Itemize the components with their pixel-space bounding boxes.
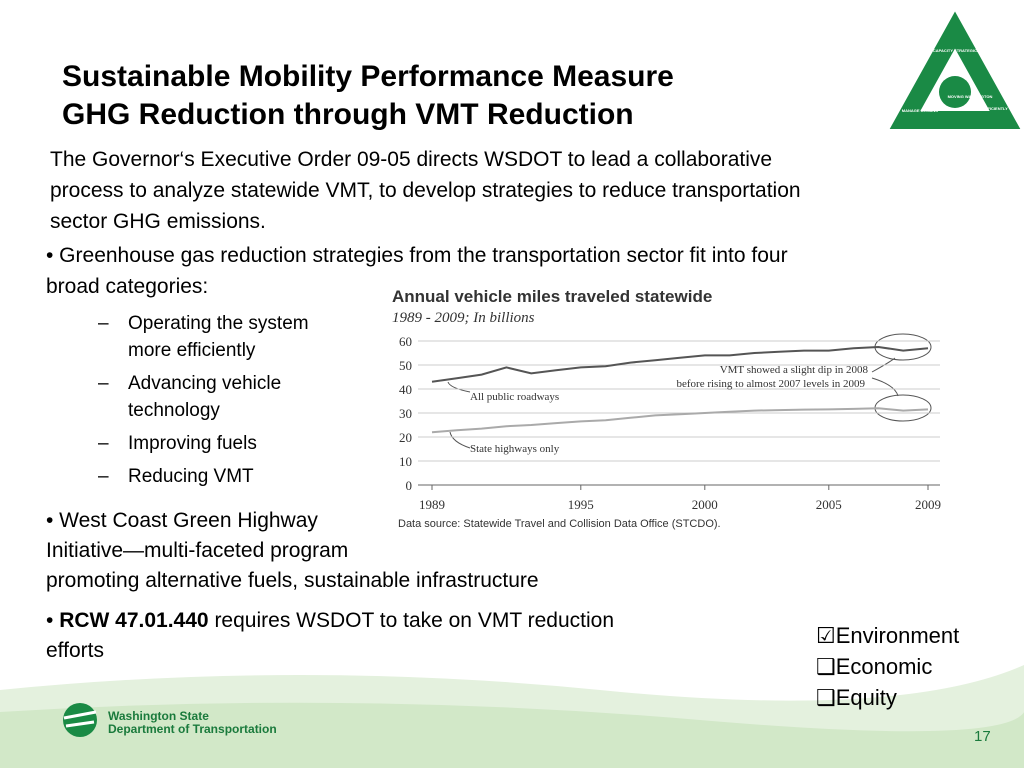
x-tick-label: 1989	[419, 497, 445, 512]
series-line	[431, 407, 929, 434]
dash: –	[98, 466, 109, 487]
logo-mark	[63, 710, 97, 728]
bullet: • West Coast Green Highway Initiative—mul…	[46, 509, 539, 592]
logo-segment: MOVING WASHINGTON	[948, 94, 993, 99]
series-label: All public roadways	[470, 391, 559, 403]
checklist: ☑Environment ❑Economic ❑Equity	[816, 623, 960, 710]
callout-arrow	[447, 357, 899, 449]
sub-item-text: Reducing VMT	[128, 466, 254, 487]
sub-item-text: more efficiently	[128, 340, 256, 361]
logo-segment: OPERATE EFFICIENTLY	[962, 106, 1008, 111]
y-tick-label: 0	[406, 478, 413, 493]
sub-item-text: Improving fuels	[128, 433, 257, 454]
series-label: State highways only	[470, 443, 560, 455]
y-tick-label: 50	[399, 358, 412, 373]
bullet: • Greenhouse gas reduction strategies fr…	[46, 244, 788, 298]
series-line	[431, 345, 929, 383]
x-tick-label: 2000	[692, 497, 718, 512]
annotation: before rising to almost 2007 levels in 2…	[677, 378, 866, 390]
bullet: • RCW 47.01.440 requires WSDOT to take o…	[46, 609, 614, 662]
paragraph: The Governor‘s Executive Order 09-05 dir…	[50, 148, 801, 233]
chart-title: Annual vehicle miles traveled statewide	[392, 287, 712, 306]
y-tick-label: 40	[399, 382, 412, 397]
logo-segment: MANAGE DEMAND	[902, 108, 939, 113]
x-tick-label: 1995	[568, 497, 594, 512]
logo-segment: ADD CAPACITY STRATEGICALLY	[923, 48, 987, 53]
title: Sustainable Mobility Performance Measure…	[62, 60, 674, 131]
logo-triangle	[889, 11, 1021, 129]
x-tick-label: 2009	[915, 497, 941, 512]
sub-item-text: Advancing vehicle	[128, 373, 282, 394]
y-tick-label: 20	[399, 430, 412, 445]
dash: –	[98, 373, 109, 394]
y-tick-label: 10	[399, 454, 412, 469]
sub-item-text: technology	[128, 400, 220, 421]
x-tick-label: 2005	[816, 497, 842, 512]
logo-mark	[63, 703, 97, 737]
y-tick-label: 30	[399, 406, 412, 421]
dash: –	[98, 433, 109, 454]
org-name: Washington State Department of Transporta…	[108, 709, 277, 736]
bg-swoosh	[0, 700, 1024, 768]
page-number: 17	[974, 728, 991, 745]
sub-item-text: Operating the system	[128, 313, 309, 334]
chart-subtitle: 1989 - 2009; In billions	[392, 310, 535, 326]
y-tick-label: 60	[399, 334, 412, 349]
annotation: VMT showed a slight dip in 2008	[720, 364, 869, 376]
dash: –	[98, 313, 109, 334]
chart-source: Data source: Statewide Travel and Collis…	[398, 518, 721, 530]
